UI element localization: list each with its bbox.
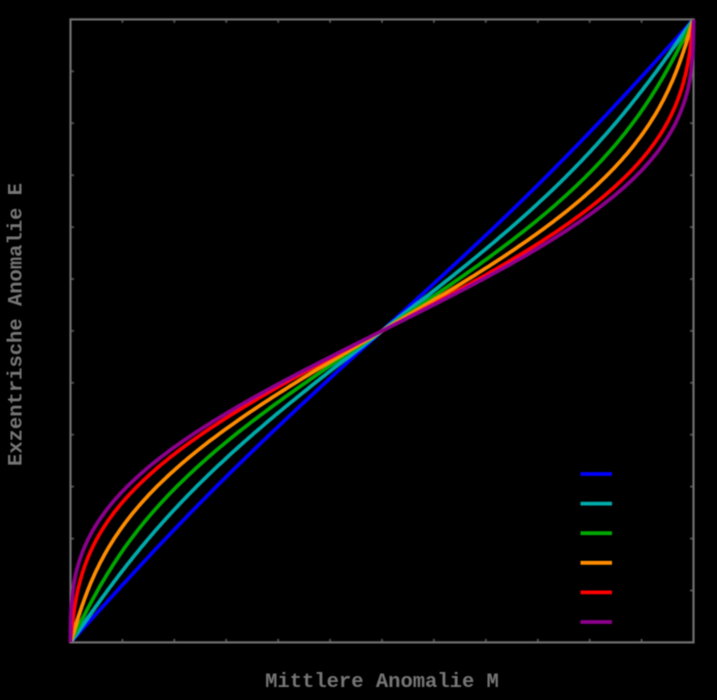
svg-text:Exzentrische Anomalie E: Exzentrische Anomalie E <box>6 183 29 466</box>
svg-text:Mittlere Anomalie M: Mittlere Anomalie M <box>265 671 499 694</box>
